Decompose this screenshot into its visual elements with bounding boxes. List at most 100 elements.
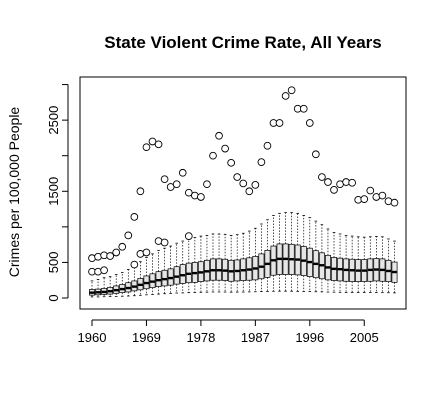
box-1984: [234, 234, 241, 293]
outlier-point: [184, 232, 193, 240]
box-iqr: [173, 266, 180, 285]
outlier-point: [227, 158, 236, 167]
box-1985: [240, 232, 247, 293]
box-1970: [149, 253, 156, 295]
outlier-point: [263, 141, 272, 150]
box-1992: [282, 212, 289, 292]
outlier-point: [160, 238, 169, 247]
y-tick-label: 500: [46, 252, 61, 274]
box-1988: [258, 223, 265, 292]
outlier-point: [130, 260, 139, 269]
outlier-point: [233, 173, 242, 181]
box-1986: [246, 230, 253, 293]
x-tick-label: 1969: [132, 330, 161, 345]
box-1976: [185, 238, 192, 294]
box-1991: [276, 212, 283, 292]
outlier-point: [209, 151, 217, 160]
outlier-point: [142, 143, 151, 152]
box-1994: [294, 212, 301, 292]
box-1997: [312, 220, 319, 293]
outlier-point: [197, 193, 205, 201]
box-1996: [306, 217, 313, 292]
outlier-point: [305, 119, 314, 127]
box-1980: [210, 233, 216, 293]
outlier-point: [366, 186, 375, 195]
outlier-point: [160, 175, 169, 184]
box-1973: [167, 245, 174, 294]
outlier-point: [184, 188, 193, 197]
outlier-point: [100, 266, 108, 275]
outlier-point: [112, 248, 121, 257]
box-1982: [222, 233, 229, 293]
box-1963: [107, 276, 114, 297]
chart-title: State Violent Crime Rate, All Years: [104, 33, 381, 52]
y-tick-label: 1500: [46, 177, 61, 206]
outlier-point: [172, 180, 181, 189]
box-1999: [325, 228, 331, 293]
chart-marks: [88, 86, 399, 298]
outlier-point: [142, 248, 151, 257]
box-1987: [252, 227, 259, 293]
box-1961: [95, 279, 101, 298]
outlier-point: [203, 180, 211, 189]
box-1983: [228, 234, 235, 293]
box-1978: [197, 235, 204, 293]
box-1981: [216, 233, 222, 293]
box-1964: [113, 274, 120, 297]
x-tick-label: 1978: [186, 330, 215, 345]
box-1969: [143, 257, 150, 296]
outlier-point: [390, 198, 399, 207]
box-1990: [270, 215, 277, 292]
outlier-point: [221, 144, 229, 153]
outlier-point: [348, 178, 357, 187]
outlier-point: [136, 187, 145, 196]
x-tick-label: 2005: [350, 330, 379, 345]
outlier-point: [281, 92, 290, 100]
box-1972: [161, 247, 168, 295]
box-1998: [318, 224, 325, 293]
outlier-point: [318, 173, 326, 181]
box-2001: [337, 233, 344, 293]
outlier-point: [239, 179, 248, 188]
outlier-point: [257, 158, 266, 166]
box-1979: [204, 234, 210, 293]
box-2005: [361, 236, 368, 293]
box-1971: [155, 249, 162, 295]
outlier-point: [166, 183, 175, 191]
outlier-point: [154, 140, 163, 149]
outlier-point: [360, 195, 369, 203]
box-1960: [89, 280, 95, 298]
box-1993: [288, 212, 295, 292]
y-tick-label: 2500: [46, 106, 61, 135]
box-1977: [191, 237, 198, 293]
outlier-point: [215, 131, 223, 140]
outlier-point: [106, 252, 115, 260]
outlier-point: [330, 186, 338, 194]
outlier-point: [124, 231, 133, 240]
box-2007: [373, 236, 380, 293]
box-1968: [137, 261, 144, 296]
y-axis-label: Crimes per 100,000 People: [6, 107, 22, 278]
box-2002: [343, 234, 350, 293]
outlier-point: [245, 187, 254, 196]
plot-frame: [79, 76, 407, 310]
box-2000: [331, 232, 337, 293]
box-1975: [179, 240, 186, 294]
box-1967: [131, 265, 138, 297]
box-1995: [300, 215, 307, 292]
outlier-point: [130, 213, 139, 221]
x-tick-label: 1960: [78, 330, 107, 345]
box-2010: [391, 240, 398, 294]
x-tick-label: 1996: [295, 330, 324, 345]
outlier-point: [275, 119, 284, 127]
box-2006: [367, 236, 374, 293]
box-1974: [173, 242, 180, 294]
box-2003: [349, 235, 356, 293]
box-iqr: [179, 264, 186, 284]
outlier-point: [312, 150, 320, 159]
box-2008: [379, 236, 386, 294]
outlier-point: [287, 86, 296, 95]
box-2004: [355, 236, 362, 293]
outlier-point: [118, 242, 127, 251]
outlier-point: [299, 104, 308, 113]
